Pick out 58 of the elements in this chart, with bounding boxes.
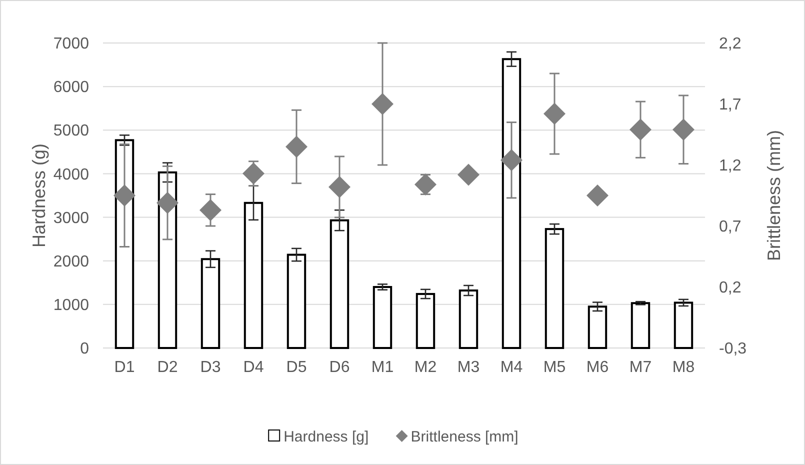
legend-label: Brittleness [mm]	[410, 428, 518, 446]
bar	[286, 254, 306, 349]
bar	[588, 306, 608, 349]
point	[414, 174, 436, 196]
point	[458, 164, 480, 186]
y-tick-label: 4000	[53, 166, 90, 184]
x-tick-label: D2	[157, 359, 178, 376]
y2-axis-title: Brittleness (mm)	[764, 130, 784, 262]
bar	[630, 302, 650, 349]
x-tick-label: M4	[500, 359, 523, 376]
point	[156, 192, 178, 214]
x-tick-label: D6	[329, 359, 350, 376]
bar	[544, 228, 564, 349]
y2-tick-label: 0,2	[719, 280, 742, 297]
point	[286, 136, 308, 158]
x-tick-label: M1	[371, 359, 394, 376]
y-axis-title: Hardness (g)	[29, 143, 49, 248]
point	[328, 176, 350, 198]
x-tick-label: D5	[286, 359, 307, 376]
y2-tick-label: -0,3	[719, 340, 747, 358]
point	[672, 118, 694, 141]
bar	[674, 302, 694, 349]
y-tick-label: 7000	[53, 36, 90, 53]
point	[372, 93, 394, 115]
x-tick-label: M6	[586, 359, 609, 376]
y-tick-label: 6000	[53, 79, 90, 96]
bar	[458, 289, 478, 349]
point	[544, 102, 566, 125]
y2-tick-label: 1,2	[719, 158, 742, 175]
x-tick-label: D4	[243, 359, 264, 376]
point	[586, 184, 608, 206]
y-tick-label: 5000	[53, 122, 90, 140]
y2-tick-label: 2,2	[719, 36, 742, 53]
x-tick-label: D3	[200, 359, 221, 376]
y-tick-label: 3000	[53, 210, 90, 227]
bar	[330, 219, 350, 349]
bar	[200, 258, 220, 349]
x-tick-label: M5	[543, 359, 566, 376]
y2-tick-label: 1,7	[719, 96, 742, 114]
point	[242, 162, 264, 185]
point	[500, 149, 522, 172]
bar	[502, 58, 522, 349]
x-tick-label: M2	[414, 359, 437, 376]
x-tick-label: M8	[672, 359, 695, 376]
bar	[244, 202, 264, 349]
point	[200, 199, 222, 222]
point	[630, 118, 652, 141]
y-tick-label: 0	[80, 340, 90, 358]
point	[114, 184, 136, 206]
y-tick-label: 2000	[53, 253, 90, 270]
x-tick-label: D1	[114, 359, 135, 376]
bar	[372, 286, 392, 349]
y2-tick-label: 0,7	[719, 218, 742, 236]
x-tick-label: M7	[629, 359, 652, 376]
bar	[416, 292, 436, 349]
legend-label: Hardness [g]	[284, 428, 369, 446]
y-tick-label: 1000	[53, 297, 90, 314]
x-tick-label: M3	[457, 359, 480, 376]
